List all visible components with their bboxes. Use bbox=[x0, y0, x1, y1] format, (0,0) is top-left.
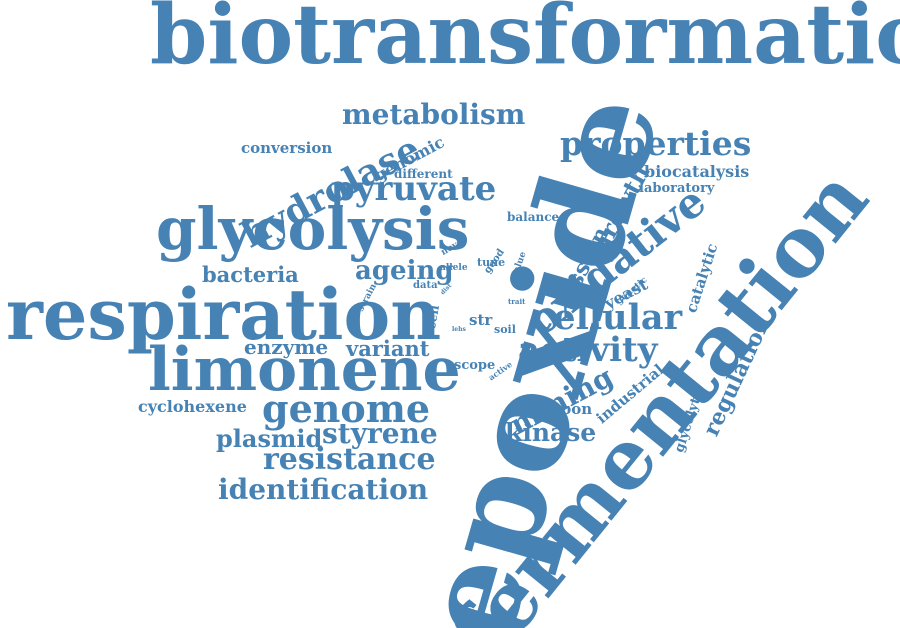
word-kinase: kinase bbox=[505, 418, 597, 447]
word-cyclohexene: cyclohexene bbox=[138, 397, 247, 416]
word-laboratory: laboratory bbox=[639, 181, 715, 196]
word-conversion: conversion bbox=[241, 139, 333, 157]
word-allele: allele bbox=[440, 263, 468, 273]
word-enzyme: enzyme bbox=[244, 335, 329, 359]
word-biotransformation: biotransformation bbox=[150, 0, 900, 83]
word-biocatalysis: biocatalysis bbox=[644, 162, 750, 181]
word-identification: identification bbox=[218, 473, 429, 506]
word-resistance: resistance bbox=[263, 442, 436, 477]
word-respiration: respiration bbox=[6, 273, 442, 356]
word-glycolysis: glycolysis bbox=[156, 195, 470, 263]
word-cellular: cellular bbox=[532, 297, 683, 338]
word-styrene: styrene bbox=[322, 417, 438, 450]
word-balance: balance bbox=[507, 210, 560, 224]
word-activity: activity bbox=[518, 330, 658, 370]
word-genome: genome bbox=[262, 386, 431, 431]
word-variant: variant bbox=[346, 336, 430, 361]
word-different: different bbox=[394, 167, 453, 181]
word-lehs: lehs bbox=[452, 326, 466, 333]
word-pyruvate: pyruvate bbox=[331, 169, 497, 209]
word-metabolism: metabolism bbox=[342, 98, 526, 131]
word-limonene: limonene bbox=[148, 335, 461, 405]
word-carbon: carbon bbox=[534, 400, 593, 418]
word-properties: properties bbox=[560, 124, 752, 163]
word-ageing: ageing bbox=[355, 256, 454, 286]
word-trait: trait bbox=[508, 297, 526, 306]
word-plasmid: plasmid bbox=[216, 424, 323, 453]
word-scope: scope bbox=[454, 358, 496, 373]
word-str: str bbox=[469, 311, 493, 329]
word-tune: tune bbox=[477, 256, 506, 269]
word-soil: soil bbox=[494, 323, 516, 336]
word-bacteria: bacteria bbox=[202, 262, 299, 287]
word-data: data bbox=[413, 280, 438, 291]
